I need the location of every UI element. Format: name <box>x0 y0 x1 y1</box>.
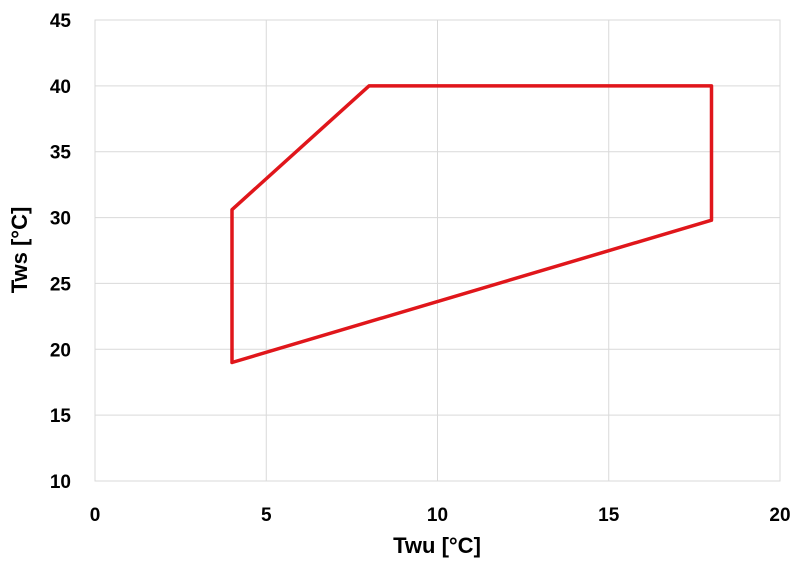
y-tick-label: 10 <box>50 472 71 493</box>
y-tick-label: 30 <box>50 209 71 230</box>
y-tick-label: 25 <box>50 274 72 295</box>
x-axis-label: Twu [°C] <box>393 533 481 558</box>
series-layer <box>232 86 712 363</box>
y-tick-label: 35 <box>50 143 72 164</box>
x-tick-label: 10 <box>427 505 448 526</box>
y-tick-label: 45 <box>50 11 72 32</box>
y-tick-label: 20 <box>50 340 71 361</box>
x-tick-label: 5 <box>261 505 272 526</box>
envelope-line <box>232 86 712 363</box>
x-tick-label: 15 <box>598 505 620 526</box>
y-axis-label: Tws [°C] <box>7 207 32 294</box>
x-tick-label: 20 <box>769 505 790 526</box>
grid <box>95 20 780 481</box>
x-tick-label: 0 <box>90 505 101 526</box>
y-tick-label: 15 <box>50 406 72 427</box>
y-tick-label: 40 <box>50 77 71 98</box>
y-tick-labels: 10 15 20 25 30 35 40 45 <box>50 11 72 493</box>
x-tick-labels: 0 5 10 15 20 <box>90 505 791 526</box>
